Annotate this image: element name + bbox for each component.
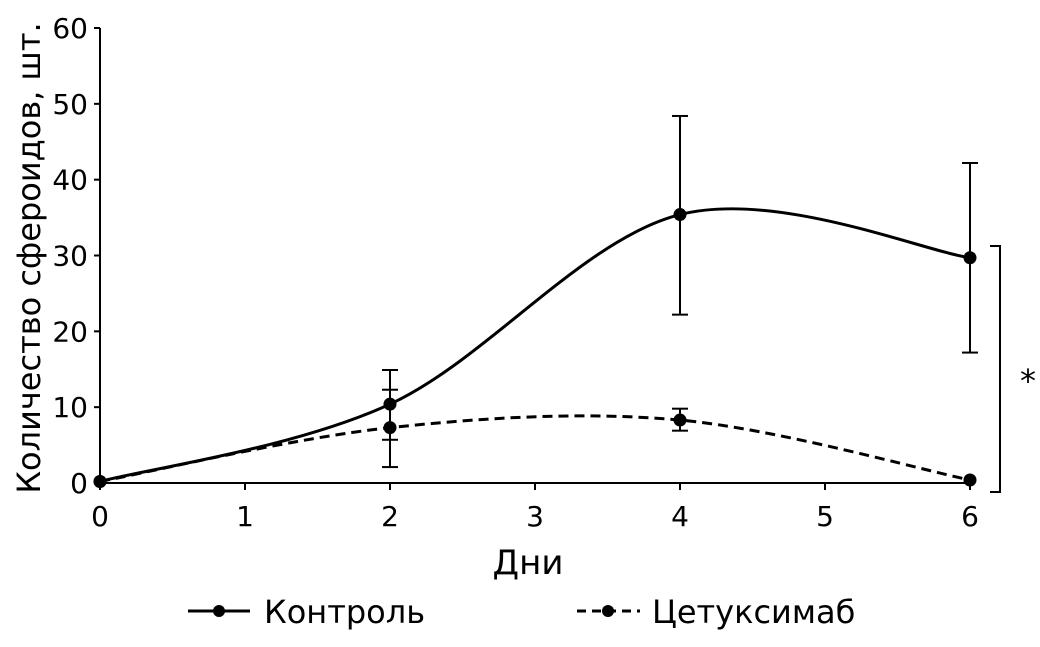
data-point — [963, 251, 977, 265]
y-tick-label: 30 — [52, 240, 88, 273]
data-point — [93, 474, 107, 488]
y-tick-label: 20 — [52, 315, 88, 348]
x-tick-label: 0 — [91, 500, 109, 533]
series-line-1 — [99, 414, 971, 483]
significance-bracket — [990, 245, 1001, 493]
y-tick-label: 0 — [70, 467, 88, 500]
x-tick-label: 2 — [381, 500, 399, 533]
significance-asterisk: * — [1020, 362, 1036, 400]
legend-label-control: Контроль — [264, 593, 425, 631]
y-tick-label: 60 — [52, 12, 88, 45]
data-point — [673, 208, 687, 222]
y-tick-label: 50 — [52, 88, 88, 121]
y-tick-label: 10 — [52, 391, 88, 424]
legend-marker-control — [213, 605, 225, 617]
x-tick-label: 4 — [671, 500, 689, 533]
series-line-0 — [99, 207, 971, 483]
x-tick-label: 5 — [816, 500, 834, 533]
x-axis-label: Дни — [493, 543, 564, 583]
legend-marker-cetuximab — [602, 605, 614, 617]
x-tick-label: 3 — [526, 500, 544, 533]
legend: Контроль Цетуксимаб — [188, 593, 855, 631]
y-axis-label: Количество сфероидов, шт. — [10, 22, 48, 493]
x-tick-label: 1 — [236, 500, 254, 533]
data-point — [673, 413, 687, 427]
data-point — [963, 473, 977, 487]
legend-label-cetuximab: Цетуксимаб — [652, 593, 855, 631]
y-tick-label: 40 — [52, 164, 88, 197]
x-tick-label: 6 — [961, 500, 979, 533]
data-point — [383, 421, 397, 435]
